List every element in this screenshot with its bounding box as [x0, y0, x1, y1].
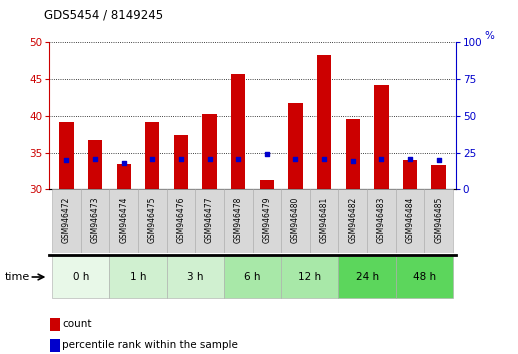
Text: GSM946474: GSM946474 — [119, 197, 128, 243]
Bar — [346, 119, 360, 189]
Bar — [289, 103, 303, 189]
Text: percentile rank within the sample: percentile rank within the sample — [62, 340, 238, 350]
Bar — [174, 135, 188, 189]
Bar — [231, 74, 246, 189]
Text: GSM946473: GSM946473 — [91, 197, 99, 243]
Text: GSM946480: GSM946480 — [291, 197, 300, 243]
Bar — [431, 165, 446, 189]
Bar — [117, 164, 131, 189]
Point — [435, 157, 443, 163]
Bar — [88, 140, 102, 189]
Bar — [310, 189, 338, 253]
Text: 6 h: 6 h — [244, 272, 261, 282]
Text: GSM946479: GSM946479 — [262, 197, 271, 243]
Bar — [145, 122, 160, 189]
Text: GSM946483: GSM946483 — [377, 197, 386, 243]
Text: GSM946485: GSM946485 — [434, 197, 443, 243]
Bar — [253, 189, 281, 253]
Bar — [167, 189, 195, 253]
Point — [206, 156, 214, 161]
Point — [406, 156, 414, 161]
Bar — [396, 189, 424, 253]
Text: GSM946478: GSM946478 — [234, 197, 243, 243]
Text: 48 h: 48 h — [413, 272, 436, 282]
Text: 24 h: 24 h — [355, 272, 379, 282]
Point — [120, 160, 128, 166]
Text: 0 h: 0 h — [73, 272, 89, 282]
Bar — [374, 85, 388, 189]
Text: 3 h: 3 h — [187, 272, 204, 282]
Bar — [203, 114, 217, 189]
Point — [291, 156, 299, 161]
Point — [377, 156, 385, 161]
Point — [349, 159, 357, 164]
Point — [320, 156, 328, 161]
Text: %: % — [484, 31, 494, 41]
Bar — [338, 256, 396, 298]
Bar — [260, 180, 274, 189]
Bar — [367, 189, 396, 253]
Bar — [138, 189, 167, 253]
Bar — [338, 189, 367, 253]
Bar — [403, 160, 417, 189]
Bar — [424, 189, 453, 253]
Text: count: count — [62, 319, 92, 329]
Text: GSM946484: GSM946484 — [406, 197, 414, 243]
Text: GSM946472: GSM946472 — [62, 197, 71, 243]
Bar — [195, 189, 224, 253]
Text: GSM946475: GSM946475 — [148, 197, 157, 243]
Bar — [224, 189, 253, 253]
Bar — [224, 256, 281, 298]
Bar — [167, 256, 224, 298]
Text: GDS5454 / 8149245: GDS5454 / 8149245 — [44, 8, 163, 21]
Bar — [317, 55, 332, 189]
Point — [234, 156, 242, 161]
Bar — [281, 256, 338, 298]
Point — [263, 151, 271, 157]
Bar — [109, 189, 138, 253]
Text: 1 h: 1 h — [130, 272, 146, 282]
Bar — [52, 189, 81, 253]
Bar — [109, 256, 167, 298]
Point — [177, 156, 185, 161]
Bar — [281, 189, 310, 253]
Bar — [59, 122, 74, 189]
Point — [148, 156, 156, 161]
Text: GSM946481: GSM946481 — [320, 197, 328, 243]
Bar — [52, 256, 109, 298]
Text: GSM946482: GSM946482 — [348, 197, 357, 243]
Text: GSM946477: GSM946477 — [205, 197, 214, 243]
Text: time: time — [5, 272, 31, 282]
Bar — [81, 189, 109, 253]
Text: 12 h: 12 h — [298, 272, 321, 282]
Text: GSM946476: GSM946476 — [177, 197, 185, 243]
Point — [91, 156, 99, 161]
Bar — [396, 256, 453, 298]
Point — [62, 157, 70, 163]
